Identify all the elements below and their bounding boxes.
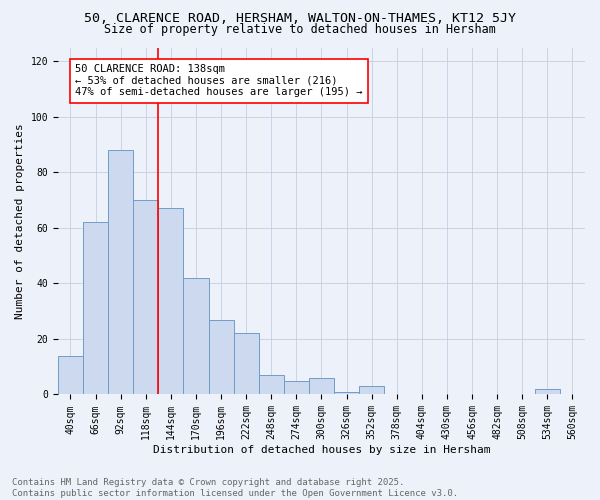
Bar: [359, 386, 384, 394]
Bar: [83, 222, 108, 394]
Bar: [58, 356, 83, 395]
Y-axis label: Number of detached properties: Number of detached properties: [15, 123, 25, 319]
Bar: [535, 389, 560, 394]
Bar: [158, 208, 184, 394]
Bar: [209, 320, 233, 394]
Text: 50 CLARENCE ROAD: 138sqm
← 53% of detached houses are smaller (216)
47% of semi-: 50 CLARENCE ROAD: 138sqm ← 53% of detach…: [76, 64, 363, 98]
Text: Size of property relative to detached houses in Hersham: Size of property relative to detached ho…: [104, 22, 496, 36]
Text: 50, CLARENCE ROAD, HERSHAM, WALTON-ON-THAMES, KT12 5JY: 50, CLARENCE ROAD, HERSHAM, WALTON-ON-TH…: [84, 12, 516, 26]
Text: Contains HM Land Registry data © Crown copyright and database right 2025.
Contai: Contains HM Land Registry data © Crown c…: [12, 478, 458, 498]
X-axis label: Distribution of detached houses by size in Hersham: Distribution of detached houses by size …: [153, 445, 490, 455]
Bar: [259, 375, 284, 394]
Bar: [284, 380, 309, 394]
Bar: [184, 278, 209, 394]
Bar: [309, 378, 334, 394]
Bar: [334, 392, 359, 394]
Bar: [108, 150, 133, 394]
Bar: [233, 334, 259, 394]
Bar: [133, 200, 158, 394]
